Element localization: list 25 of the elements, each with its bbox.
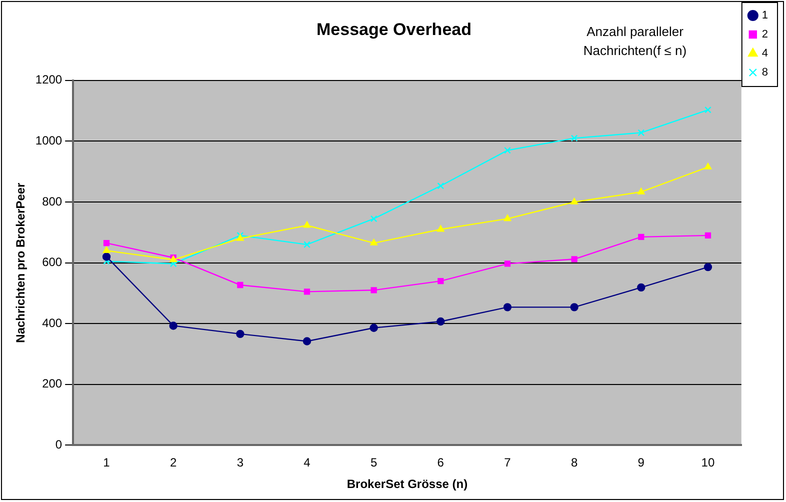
- legend-title: Anzahl paralleler Nachrichten(f ≤ n): [582, 23, 688, 60]
- y-axis-title: Nachrichten pro BrokerPeer: [14, 182, 28, 343]
- x-tick-label: 6: [437, 456, 444, 470]
- x-tick-label: 10: [701, 456, 715, 470]
- legend-label: 1: [762, 10, 768, 22]
- x-tick-label: 7: [504, 456, 512, 470]
- y-tick-label: 800: [42, 194, 62, 208]
- chart-title: Message Overhead: [316, 20, 472, 39]
- x-tick-label: 8: [570, 456, 578, 470]
- y-tick-label: 1200: [35, 72, 62, 87]
- legend-label: 4: [762, 48, 768, 60]
- legend-label: 8: [762, 66, 768, 79]
- y-tick-label: 1000: [35, 134, 62, 148]
- x-tick-label: 2: [170, 456, 177, 470]
- y-tick-label: 600: [42, 255, 62, 270]
- y-tick-label: 0: [55, 438, 62, 452]
- y-tick-label: 200: [42, 376, 62, 391]
- x-tick-label: 9: [638, 456, 645, 470]
- x-tick-label: 4: [304, 456, 311, 470]
- x-tick-label: 1: [103, 456, 110, 470]
- legend-label: 2: [762, 28, 768, 41]
- x-axis-title: BrokerSet Grösse (n): [346, 477, 468, 492]
- x-tick-label: 3: [236, 456, 244, 470]
- x-tick-label: 5: [370, 456, 378, 470]
- y-tick-label: 400: [42, 316, 62, 330]
